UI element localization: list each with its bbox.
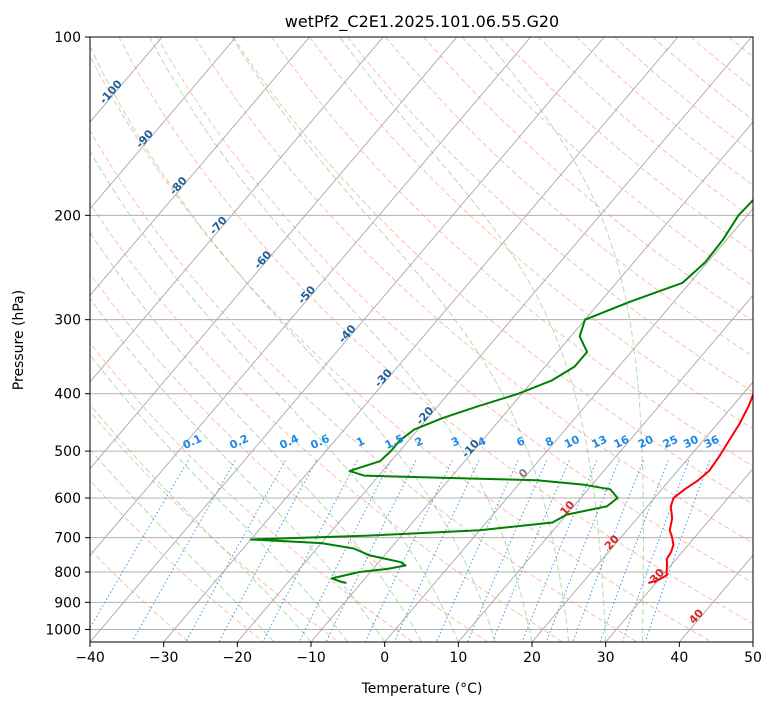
mixing-ratio-label: 25 (661, 433, 680, 451)
y-tick-label: 100 (54, 30, 81, 46)
x-tick-label: −40 (75, 650, 105, 666)
x-tick-label: −30 (149, 650, 179, 666)
mixing-ratio-label: 10 (562, 433, 582, 451)
mixing-ratio-line (491, 460, 570, 642)
x-tick-label: 0 (380, 650, 389, 666)
moist-adiabat (90, 45, 496, 642)
isotherm-line (384, 207, 753, 642)
plot-frame (89, 36, 754, 643)
profile-lines (249, 198, 753, 584)
isotherm-line (90, 37, 310, 297)
isotherm-line (236, 37, 752, 642)
mixing-ratio-line (364, 460, 453, 642)
pressure-gridlines (90, 37, 753, 630)
mixing-ratio-line (521, 460, 598, 642)
y-axis: 100 200 300 400 500 600 700 800 900 1000 (45, 30, 90, 638)
dry-adiabat (614, 37, 753, 154)
mixing-ratio-line (572, 460, 644, 642)
dry-adiabat (576, 37, 753, 186)
dry-adiabat (118, 37, 753, 625)
dry-adiabat (90, 272, 488, 642)
dry-adiabat (90, 479, 264, 642)
dry-adiabat (194, 37, 753, 544)
y-tick-label: 700 (54, 531, 81, 547)
isotherm-line (531, 381, 753, 642)
mixing-ratio-line (90, 460, 189, 629)
mixing-ratio-line (599, 460, 669, 642)
y-tick-label: 400 (54, 387, 81, 403)
moist-adiabat (483, 37, 644, 642)
isotherm-line (605, 467, 753, 642)
mixing-ratio-line (393, 460, 480, 642)
isotherm-line (90, 37, 237, 210)
x-tick-label: −20 (223, 650, 253, 666)
y-tick-label: 800 (54, 565, 81, 581)
x-axis-label: Temperature (°C) (361, 681, 483, 697)
isotherm-line (457, 294, 753, 642)
x-tick-label: 50 (744, 650, 762, 666)
x-tick-label: 30 (597, 650, 615, 666)
isotherm-line (310, 121, 753, 642)
y-tick-label: 200 (54, 208, 81, 224)
dewpoint-profile-line (249, 198, 753, 584)
chart-title: wetPf2_C2E1.2025.101.06.55.G20 (285, 12, 559, 32)
dry-adiabat (90, 54, 712, 642)
temperature-profile-line (648, 392, 753, 584)
moist-adiabat (90, 297, 386, 642)
isotherm-line (90, 37, 605, 642)
mixing-ratio-label: 13 (590, 433, 609, 451)
moist-adiabat (90, 448, 275, 642)
moist-adiabat (90, 354, 349, 642)
y-axis-label: Pressure (hPa) (11, 290, 27, 390)
x-tick-label: −10 (296, 650, 326, 666)
y-tick-label: 500 (54, 444, 81, 460)
y-tick-label: 300 (54, 313, 81, 329)
x-axis: −40 −30 −20 −10 0 10 20 30 40 50 (75, 642, 762, 666)
y-tick-label: 600 (54, 491, 81, 507)
mixing-ratio-line (467, 460, 547, 642)
mixing-ratio-line (435, 460, 519, 642)
moist-adiabat (90, 231, 422, 642)
mixing-ratio-line (325, 460, 417, 642)
moist-adiabats (90, 37, 644, 642)
y-tick-label: 1000 (45, 622, 81, 638)
mixing-ratio-label: 30 (681, 433, 701, 451)
dry-adiabat (90, 202, 563, 642)
mixing-ratio-label: 16 (612, 433, 632, 451)
isotherms (90, 37, 753, 642)
dry-adiabat (423, 37, 753, 322)
mixing-ratio-label: 20 (636, 433, 656, 451)
dry-adiabat (309, 37, 753, 430)
mixing-ratio-lines (90, 460, 711, 642)
isotherm-line (163, 37, 679, 642)
dry-adiabat (90, 129, 638, 642)
dry-adiabat (499, 37, 753, 253)
mixing-ratio-line (621, 460, 690, 642)
y-tick-label: 900 (54, 595, 81, 611)
x-tick-label: 10 (449, 650, 467, 666)
isotherm-line (90, 37, 384, 383)
isotherm-line (90, 37, 531, 557)
mixing-ratio-label: 36 (702, 433, 722, 451)
moist-adiabat (231, 37, 570, 642)
mixing-ratio-line (545, 460, 620, 642)
dry-adiabat (156, 37, 753, 584)
mixing-ratio-line (131, 460, 236, 642)
isotherm-line (90, 37, 458, 470)
moist-adiabat (149, 37, 533, 642)
x-tick-label: 40 (670, 650, 688, 666)
x-tick-label: 20 (523, 650, 541, 666)
moist-adiabat (90, 150, 459, 642)
dry-adiabat (385, 37, 753, 357)
mixing-ratio-line (185, 460, 286, 642)
mixing-ratio-line (644, 460, 711, 642)
